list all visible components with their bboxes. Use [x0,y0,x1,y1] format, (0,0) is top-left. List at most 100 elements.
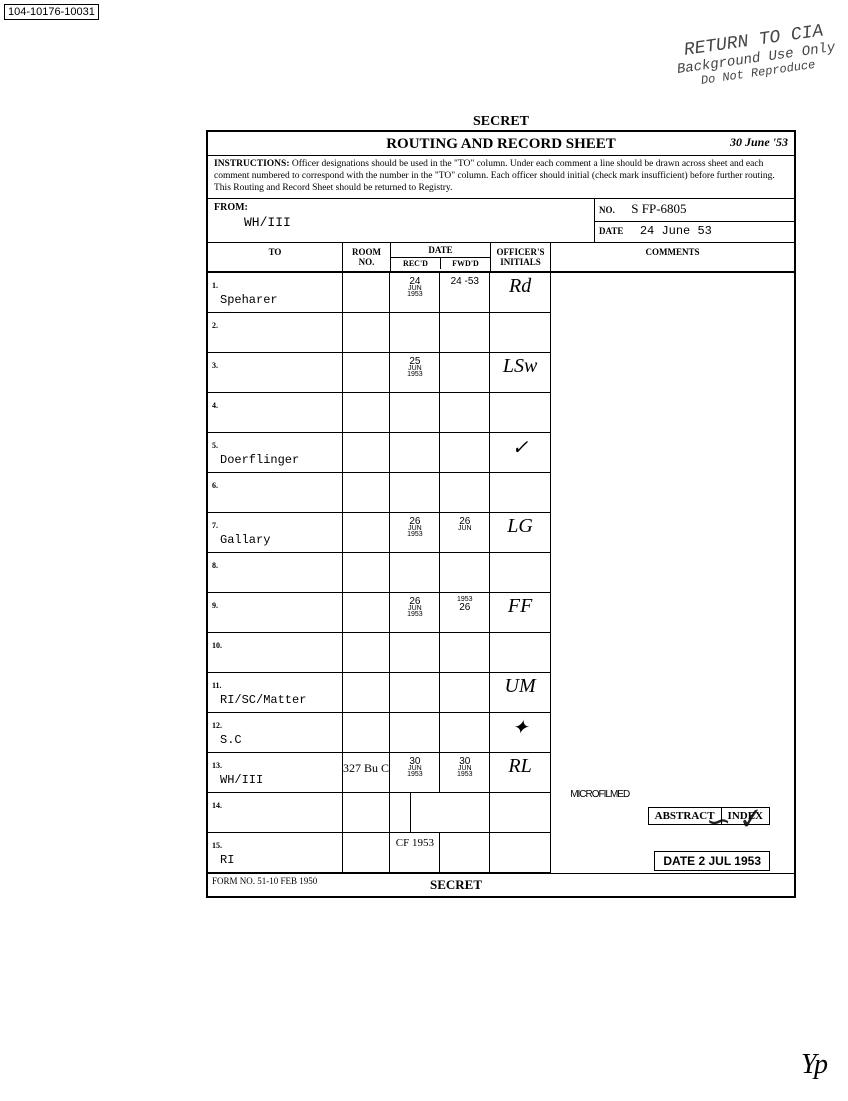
header-fwd: FWD'D [441,258,490,269]
row-recd [390,433,440,472]
from-value: WH/III [214,213,588,230]
table-row: 14.MICROFILMED [208,793,550,833]
header-comments: COMMENTS [551,243,794,271]
row-initials: FF [490,593,550,632]
row-initials: ✓ [490,433,550,472]
footer-right [554,874,794,896]
row-fwd: 30 JUN 1953 [440,753,489,792]
row-fwd [440,633,489,672]
row-room [343,793,391,832]
row-to: 4. [208,393,343,432]
row-recd: 24 JUN 1953 [390,273,440,312]
row-initials: LG [490,513,550,552]
row-room [343,433,391,472]
row-initials [490,393,550,432]
row-recd [390,313,440,352]
row-date [390,313,490,352]
form-number: FORM NO. 51-10 FEB 1950 [208,874,358,896]
routing-right: ∽ ✓ ABSTRACT INDEX DATE 2 JUL 1953 [551,273,794,873]
routing-left: 1.Speharer 24 JUN 195324 -53Rd 2.3. 25 JUN … [208,273,551,873]
row-fwd: 1953 26 [440,593,489,632]
row-recd: 30 JUN 1953 [390,753,440,792]
doc-no-row: NO. S FP-6805 [595,199,794,222]
instructions-text: Officer designations should be used in t… [214,159,775,193]
row-recd [390,553,440,592]
row-date [390,673,490,712]
row-date [390,433,490,472]
row-initials: Rd [490,273,550,312]
row-to: 3. [208,353,343,392]
from-label: FROM: [214,202,588,213]
row-room [343,713,391,752]
row-fwd [440,833,489,872]
from-block: FROM: WH/III NO. S FP-6805 DATE 24 June … [208,199,794,243]
table-row: 6. [208,473,550,513]
routing-body: 1.Speharer 24 JUN 195324 -53Rd 2.3. 25 JUN … [208,273,794,873]
row-initials [490,793,550,832]
abstract-index-box: ABSTRACT INDEX [648,807,770,825]
row-to: 1.Speharer [208,273,343,312]
row-recd: 25 JUN 1953 [390,353,440,392]
row-recd: 26 JUN 1953 [390,513,440,552]
instructions-block: INSTRUCTIONS: Officer designations shoul… [208,156,794,199]
row-fwd [440,353,489,392]
row-initials: RL [490,753,550,792]
table-row: 12.S.C✦ [208,713,550,753]
row-date: 24 JUN 195324 -53 [390,273,490,312]
table-row: 5.Doerflinger✓ [208,433,550,473]
header-recd: REC'D [391,258,441,269]
row-recd: 26 JUN 1953 [390,593,440,632]
table-row: 2. [208,313,550,353]
abstract-label: ABSTRACT [649,808,722,824]
row-to: 11.RI/SC/Matter [208,673,343,712]
row-fwd [440,553,489,592]
table-row: 7.Gallary26 JUN 195326 JUNLG [208,513,550,553]
footer-date-stamp: DATE 2 JUL 1953 [654,851,770,871]
row-initials [490,473,550,512]
form-footer: FORM NO. 51-10 FEB 1950 SECRET [208,873,794,896]
row-to: 2. [208,313,343,352]
row-date [390,713,490,752]
table-row: 3. 25 JUN 1953 LSw [208,353,550,393]
row-fwd [440,433,489,472]
row-recd [390,673,440,712]
header-date-sub: REC'D FWD'D [391,258,490,269]
row-fwd [440,393,489,432]
table-header-row: TO ROOM NO. DATE REC'D FWD'D OFFICER'S I… [208,243,794,273]
header-date: DATE [391,243,490,258]
row-date: 30 JUN 195330 JUN 1953 [390,753,490,792]
bottom-signature: Yp [801,1049,828,1081]
routing-form: SECRET ROUTING AND RECORD SHEET 30 June … [206,130,796,898]
row-fwd [411,793,430,832]
row-recd [390,793,410,832]
row-recd [390,633,440,672]
row-fwd [440,713,489,752]
row-recd [390,713,440,752]
form-title-row: ROUTING AND RECORD SHEET 30 June '53 [208,132,794,156]
instructions-label: INSTRUCTIONS: [214,159,290,169]
row-initials: LSw [490,353,550,392]
row-date [390,553,490,592]
row-room [343,393,391,432]
header-date-wrap: DATE REC'D FWD'D [391,243,491,271]
row-date [390,473,490,512]
row-initials [490,313,550,352]
table-row: 11.RI/SC/MatterUM [208,673,550,713]
row-room [343,513,391,552]
row-fwd [440,473,489,512]
row-to: 14. [208,793,343,832]
row-room [343,353,391,392]
row-room: 327 Bu C [343,753,391,792]
row-initials [490,833,550,872]
row-room [343,673,391,712]
row-fwd [440,313,489,352]
row-initials [490,553,550,592]
header-room: ROOM NO. [343,243,391,271]
doc-no-label: NO. [599,205,615,215]
row-fwd: 26 JUN [440,513,489,552]
row-to: 9. [208,593,343,632]
row-to: 13.WH/III [208,753,343,792]
return-stamp: RETURN TO CIA Background Use Only Do Not… [674,21,839,91]
row-date: 26 JUN 19531953 26 [390,593,490,632]
table-row: 13.WH/III327 Bu C30 JUN 195330 JUN 1953R… [208,753,550,793]
